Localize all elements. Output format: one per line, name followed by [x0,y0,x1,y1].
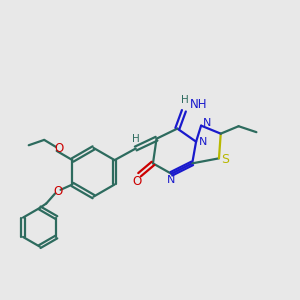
Text: O: O [53,184,62,197]
Text: N: N [167,175,175,185]
Text: O: O [54,142,64,155]
Text: N: N [198,137,207,147]
Text: H: H [181,95,188,105]
Text: S: S [221,153,230,166]
Text: O: O [133,175,142,188]
Text: NH: NH [190,98,207,111]
Text: H: H [132,134,140,144]
Text: N: N [203,118,211,128]
